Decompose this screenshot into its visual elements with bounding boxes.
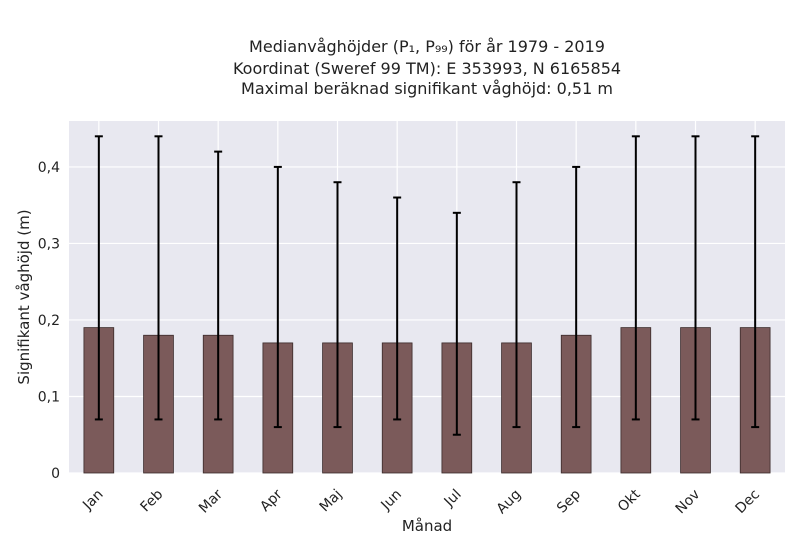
y-tick-label: 0,4	[38, 160, 60, 176]
y-tick-label: 0,2	[38, 313, 60, 329]
y-tick-label: 0,3	[38, 236, 60, 252]
x-tick-label: Dec	[733, 487, 763, 517]
x-tick-label: Aug	[494, 487, 525, 518]
x-tick-label: Jan	[79, 487, 106, 514]
x-tick-label: Nov	[673, 487, 704, 518]
x-tick-label: Feb	[137, 486, 166, 515]
title-line-3: Maximal beräknad signifikant våghöjd: 0,…	[241, 79, 613, 98]
title-line-1: Medianvåghöjder (P₁, P₉₉) för år 1979 - …	[249, 37, 605, 56]
x-tick-label: Sep	[554, 486, 584, 516]
y-tick-label: 0,1	[38, 389, 60, 405]
chart-title: Medianvåghöjder (P₁, P₉₉) för år 1979 - …	[233, 37, 621, 98]
x-tick-label: Jul	[441, 487, 465, 511]
x-tick-label: Maj	[317, 487, 346, 516]
plot-area	[69, 121, 785, 473]
error-bars	[94, 135, 760, 436]
x-axis-label: Månad	[402, 517, 452, 535]
y-tick-labels: 0 0,1 0,2 0,3 0,4	[38, 160, 60, 482]
x-tick-label: Okt	[615, 486, 644, 515]
y-axis-label: Signifikant våghöjd (m)	[15, 209, 33, 384]
x-tick-labels: Jan Feb Mar Apr Maj Jun Jul Aug Sep Okt Nov Dec	[79, 486, 763, 517]
x-tick-label: Apr	[257, 486, 286, 515]
title-line-2: Koordinat (Sweref 99 TM): E 353993, N 61…	[233, 59, 621, 78]
x-tick-label: Jun	[378, 487, 405, 514]
x-tick-label: Mar	[196, 486, 226, 516]
y-tick-label: 0	[51, 466, 60, 482]
